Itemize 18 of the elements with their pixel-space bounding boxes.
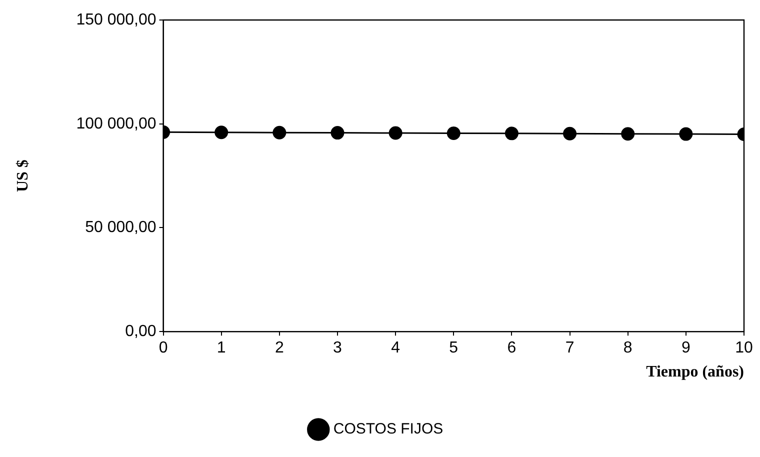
x-tick-label: 0 [158,340,168,357]
x-tick-label: 8 [623,340,632,357]
x-tick-label: 1 [216,340,226,357]
y-tick-label: 0,00 [125,323,156,340]
y-tick-label: 100 000,00 [76,115,156,132]
y-axis-title: US $ [14,160,32,192]
x-tick-label: 6 [507,340,516,357]
x-tick-label: 7 [565,340,574,357]
x-tick-label: 10 [735,340,753,357]
x-tick-label: 5 [449,340,458,357]
y-tick-label: 150 000,00 [76,11,156,28]
x-tick-label: 9 [681,340,690,357]
x-axis-title: Tiempo (años) [646,364,744,381]
legend-label: COSTOS FIJOS [333,420,444,438]
x-tick-label: 2 [274,340,284,357]
x-tick-label: 3 [333,340,342,357]
x-tick-label: 4 [391,340,400,357]
y-tick-label: 50 000,00 [85,219,156,236]
